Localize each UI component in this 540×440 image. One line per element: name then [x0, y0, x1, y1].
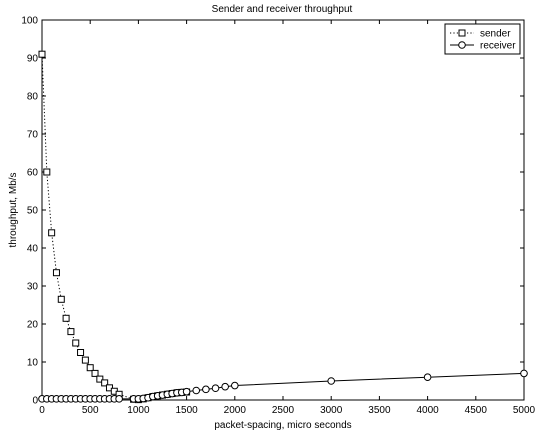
x-tick-label: 500 — [82, 405, 99, 416]
y-tick-label: 50 — [27, 206, 39, 217]
legend-marker-sender — [458, 29, 466, 37]
x-tick-label: 1500 — [175, 405, 198, 416]
data-point-sender — [91, 369, 99, 377]
data-point-sender — [57, 295, 65, 303]
data-point-receiver — [211, 384, 220, 393]
y-tick-label: 80 — [27, 92, 39, 103]
data-point-sender — [96, 375, 104, 383]
y-tick-label: 0 — [32, 396, 38, 407]
legend-item-receiver: receiver — [450, 41, 516, 52]
data-point-receiver — [327, 377, 336, 385]
x-tick-label: 4500 — [465, 405, 488, 416]
data-point-sender — [52, 269, 60, 277]
x-tick-label: 0 — [39, 405, 45, 416]
data-point-receiver — [423, 373, 432, 382]
data-point-receiver — [520, 369, 528, 378]
x-tick-label: 5000 — [513, 405, 536, 416]
data-point-receiver — [202, 385, 210, 394]
data-point-sender — [43, 168, 51, 176]
x-tick-label: 4000 — [416, 405, 439, 416]
series-line-receiver — [42, 372, 525, 400]
data-point-sender — [62, 314, 70, 322]
y-tick-label: 30 — [27, 282, 39, 293]
y-tick-label: 60 — [27, 168, 39, 179]
data-point-sender — [48, 229, 56, 237]
y-tick-label: 100 — [21, 16, 38, 27]
y-tick-label: 20 — [27, 320, 39, 331]
data-point-sender — [77, 349, 85, 356]
y-tick-label: 40 — [27, 244, 39, 255]
data-point-receiver — [192, 386, 201, 395]
data-point-sender — [81, 356, 89, 364]
x-tick-label: 1000 — [127, 405, 150, 416]
data-point-sender — [72, 339, 80, 347]
y-axis-label: throughput, Mb/s — [8, 172, 19, 247]
legend-marker-receiver — [458, 41, 466, 49]
series-layer — [38, 50, 528, 404]
data-point-sender — [38, 50, 46, 58]
y-tick-label: 10 — [27, 358, 39, 369]
legend-box — [444, 23, 521, 55]
data-point-sender — [101, 379, 109, 387]
series-sender — [38, 50, 191, 404]
legend-item-sender: sender — [450, 29, 511, 40]
data-point-sender — [67, 328, 75, 336]
x-tick-label: 2500 — [272, 405, 295, 416]
data-point-receiver — [115, 395, 123, 403]
data-point-receiver — [182, 387, 191, 396]
legend-label-sender: sender — [480, 29, 511, 40]
axis-ticks: 0 500 1000 1500 2000 2500 3000 3500 4000 4500 5000… — [21, 16, 535, 417]
plot-area-frame — [41, 19, 525, 401]
x-tick-label: 3000 — [320, 405, 343, 416]
data-point-receiver — [231, 381, 239, 390]
legend-label-receiver: receiver — [480, 41, 516, 52]
x-axis-label: packet-spacing, micro seconds — [214, 420, 351, 431]
series-line-sender — [41, 54, 187, 401]
x-tick-label: 2000 — [224, 405, 247, 416]
series-receiver — [38, 369, 528, 403]
x-tick-label: 3500 — [368, 405, 391, 416]
chart-title: Sender and receiver throughput — [212, 4, 353, 15]
data-point-sender — [86, 364, 94, 372]
y-tick-label: 70 — [27, 130, 39, 141]
data-point-receiver — [221, 382, 229, 391]
y-tick-label: 90 — [27, 54, 39, 65]
